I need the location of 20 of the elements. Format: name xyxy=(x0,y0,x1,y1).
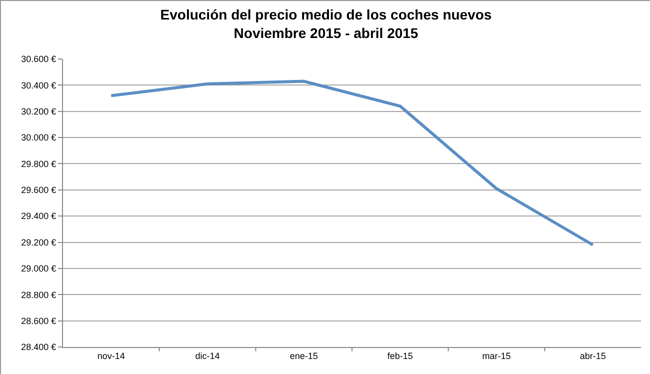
x-tick-label: dic-14 xyxy=(195,350,220,361)
y-tick-label: 28.800 € xyxy=(21,290,56,300)
x-tick-label: feb-15 xyxy=(387,350,413,361)
chart-title: Evolución del precio medio de los coches nuevos Noviembre 2015 - abril 2015 xyxy=(160,6,492,41)
y-tick-label: 29.400 € xyxy=(21,211,56,222)
y-tick-label: 30.200 € xyxy=(21,106,56,117)
y-tick-label: 29.800 € xyxy=(21,158,56,169)
y-tick-label: 30.400 € xyxy=(21,80,56,90)
x-tick-label: mar-15 xyxy=(482,350,511,361)
y-tick-label: 30.600 € xyxy=(21,54,56,64)
x-tick-label: nov-14 xyxy=(97,350,125,361)
x-tick-label: ene-15 xyxy=(290,350,318,361)
x-tick-label: abr-15 xyxy=(580,350,606,361)
y-tick-label: 29.600 € xyxy=(21,185,56,196)
y-tick-label: 28.400 € xyxy=(21,342,56,352)
y-tick-label: 29.000 € xyxy=(21,264,56,274)
y-tick-label: 28.600 € xyxy=(21,316,56,326)
line-series xyxy=(110,80,594,246)
y-tick-label: 30.000 € xyxy=(21,132,56,143)
y-tick-label: 29.200 € xyxy=(21,237,56,248)
